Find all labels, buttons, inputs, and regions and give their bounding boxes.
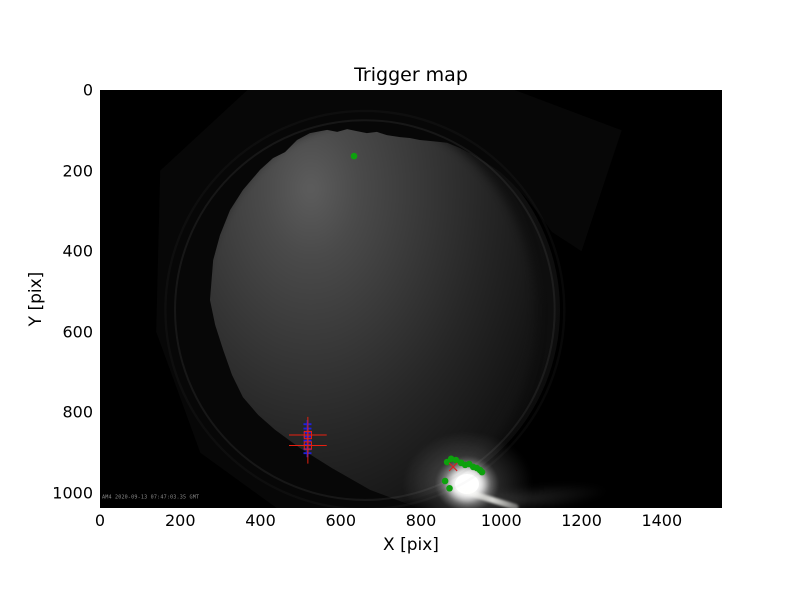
y-tick-label: 600 [62, 322, 93, 342]
green-detection-dot [350, 152, 358, 160]
y-tick-label: 0 [82, 80, 93, 100]
marker-layer [289, 152, 486, 492]
y-tick-label: 1000 [52, 483, 93, 503]
y-axis-label: Y [pix] [26, 271, 46, 327]
y-tick-label: 400 [62, 241, 93, 261]
green-detection-dot [441, 477, 449, 485]
trigger-map-image: AM4 2020-09-13 07:47:03.35 GMT [100, 90, 722, 508]
x-axis-label: X [pix] [383, 535, 439, 555]
fov-rim-ring-outer [164, 109, 566, 508]
green-detection-dot [446, 484, 453, 492]
timestamp-overlay: AM4 2020-09-13 07:47:03.35 GMT [102, 494, 200, 500]
x-tick-label: 1200 [561, 511, 602, 530]
x-tick-label: 0 [94, 511, 106, 530]
plot-title: Trigger map [354, 64, 468, 86]
x-tick-label: 600 [325, 511, 357, 530]
red-crosshair-marker [289, 427, 327, 464]
x-tick-label: 200 [164, 511, 196, 530]
x-tick-label: 400 [245, 511, 276, 530]
green-detection-dot [452, 456, 460, 464]
y-tick-label: 200 [62, 161, 93, 181]
green-detection-dot [478, 468, 486, 476]
x-tick-label: 800 [405, 511, 437, 530]
fov-rim-ring [174, 119, 556, 501]
x-tick-label: 1400 [641, 511, 683, 530]
red-x-marker [448, 462, 458, 472]
x-tick-label: 1000 [480, 511, 522, 530]
sky-overlay-svg [156, 90, 622, 508]
red-square-marker [303, 441, 312, 450]
horizon-silhouette [156, 90, 622, 508]
y-tick-label: 800 [62, 402, 93, 422]
